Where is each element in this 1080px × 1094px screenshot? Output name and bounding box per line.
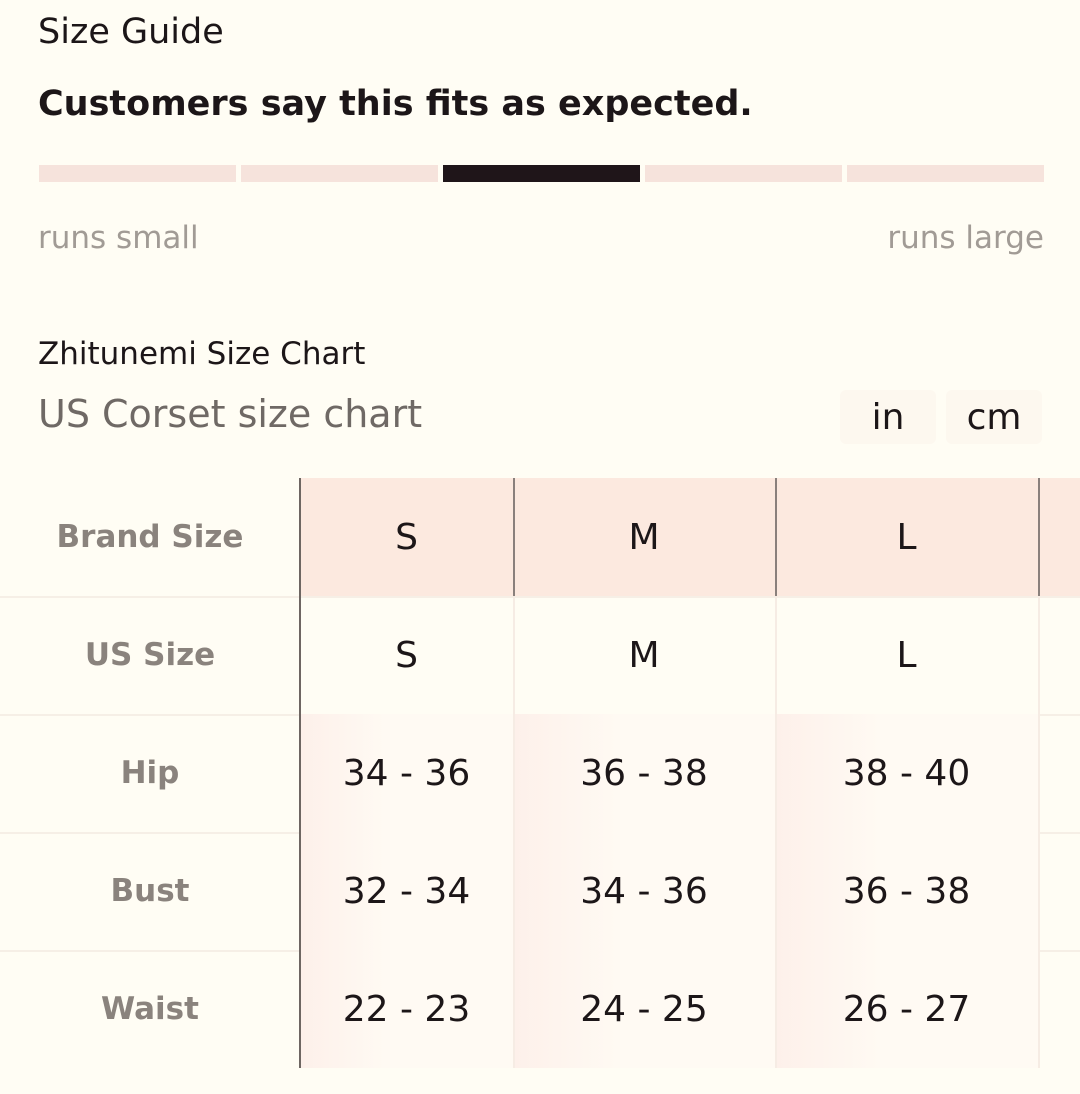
- fit-low-label: runs small: [38, 220, 199, 256]
- column-divider: [775, 832, 777, 950]
- fit-segment: [39, 165, 236, 182]
- fit-high-label: runs large: [887, 220, 1044, 256]
- table-cell: S: [395, 516, 418, 558]
- fit-summary: Customers say this fits as expected.: [38, 84, 753, 124]
- title: Size Guide: [38, 12, 224, 52]
- table-cell: S: [395, 634, 418, 676]
- column-divider: [775, 950, 777, 1068]
- column-divider: [513, 714, 515, 832]
- column-divider: [1038, 950, 1040, 1068]
- table-cell: M: [628, 516, 660, 558]
- row-label: US Size: [84, 637, 216, 673]
- header-row-bg: [300, 478, 1080, 596]
- column-divider: [513, 950, 515, 1068]
- row-label: Brand Size: [56, 519, 244, 555]
- table-cell: 34 - 36: [513, 832, 775, 950]
- table-cell: 36 - 38: [775, 832, 1038, 950]
- column-divider: [1038, 478, 1040, 596]
- brand-title: Zhitunemi Size Chart: [38, 336, 366, 372]
- fit-segment-selected: [443, 165, 640, 182]
- table-cell: M: [628, 634, 660, 676]
- fit-segment: [241, 165, 438, 182]
- table-cell: 38 - 40: [775, 714, 1038, 832]
- row-label: Hip: [120, 755, 180, 791]
- column-divider: [775, 714, 777, 832]
- fit-segment: [645, 165, 842, 182]
- row-divider: [0, 596, 1080, 598]
- unit-button[interactable]: cm: [946, 390, 1042, 444]
- chart-title: US Corset size chart: [38, 392, 423, 436]
- column-divider: [513, 478, 515, 596]
- table-cell: 24 - 25: [513, 950, 775, 1068]
- column-divider: [1038, 832, 1040, 950]
- table-cell: 34 - 36: [300, 714, 513, 832]
- table-cell: 36 - 38: [513, 714, 775, 832]
- sticky-column-border: [299, 478, 301, 1068]
- unit-button[interactable]: in: [840, 390, 936, 444]
- row-label: Bust: [110, 873, 190, 909]
- table-cell: 32 - 34: [300, 832, 513, 950]
- table-cell: L: [896, 634, 917, 676]
- column-divider: [775, 596, 777, 714]
- fit-segment: [847, 165, 1044, 182]
- column-divider: [513, 832, 515, 950]
- column-divider: [1038, 714, 1040, 832]
- table-cell: 22 - 23: [300, 950, 513, 1068]
- table-cell: 26 - 27: [775, 950, 1038, 1068]
- row-label: Waist: [101, 991, 199, 1027]
- column-divider: [775, 478, 777, 596]
- table-cell: L: [896, 516, 917, 558]
- column-divider: [513, 596, 515, 714]
- column-divider: [1038, 596, 1040, 714]
